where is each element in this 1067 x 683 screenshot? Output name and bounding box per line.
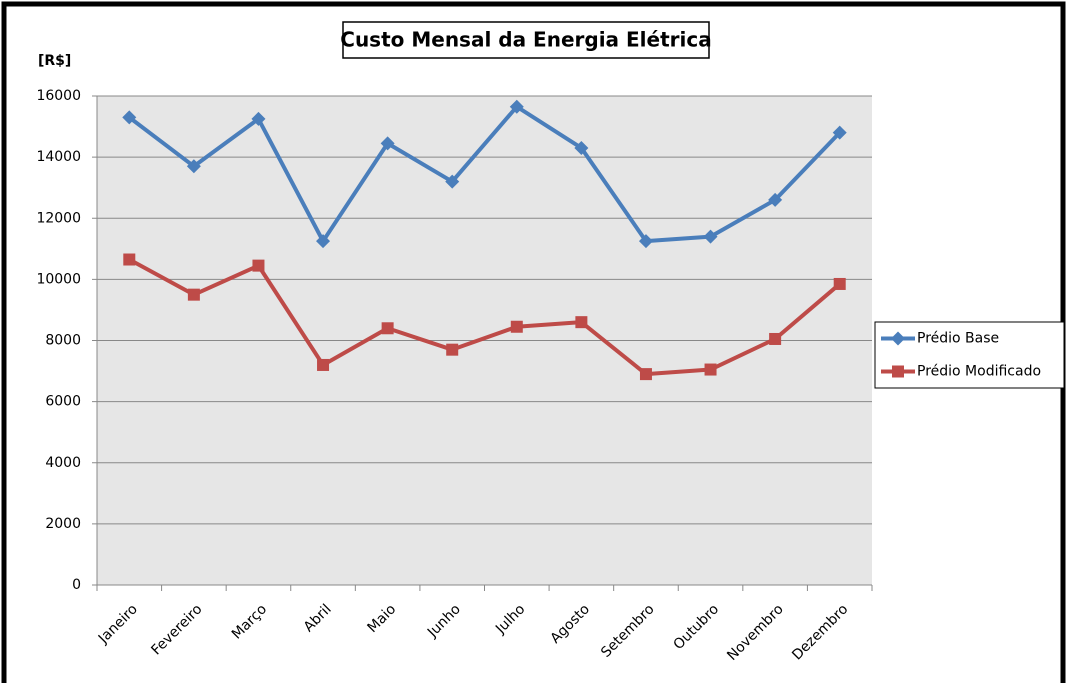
y-tick-label: 6000 <box>45 394 81 410</box>
series-line <box>128 104 842 244</box>
data-point <box>446 343 459 356</box>
data-point <box>381 322 394 335</box>
data-point <box>186 159 201 174</box>
data-point <box>187 288 200 301</box>
y-tick-label: 16000 <box>36 88 81 104</box>
data-point <box>251 111 266 126</box>
data-point <box>509 99 524 114</box>
y-tick-label: 8000 <box>45 333 81 349</box>
legend-marker <box>891 331 905 346</box>
data-point <box>575 316 588 329</box>
chart-title: Custo Mensal da Energia Elétrica <box>340 28 711 52</box>
data-point <box>252 259 265 272</box>
data-point <box>769 332 782 345</box>
data-point <box>639 368 652 381</box>
y-tick-label: 4000 <box>45 455 81 471</box>
data-point <box>638 234 653 249</box>
data-point <box>445 174 460 189</box>
data-point <box>833 277 846 290</box>
title-box <box>342 21 710 59</box>
legend-label: Prédio Base <box>917 331 999 347</box>
legend-label: Prédio Modificado <box>917 364 1041 380</box>
data-point <box>832 125 847 140</box>
y-tick-label: 10000 <box>36 271 81 287</box>
y-tick-label: 2000 <box>45 516 81 532</box>
data-point <box>703 229 718 244</box>
y-tick-label: 12000 <box>36 210 81 226</box>
data-point <box>122 110 137 125</box>
y-tick-label: 14000 <box>36 149 81 165</box>
data-point <box>574 140 589 155</box>
data-point <box>768 192 783 207</box>
data-point <box>317 358 330 371</box>
data-point <box>380 136 395 151</box>
data-point <box>510 320 523 333</box>
data-point <box>704 363 717 376</box>
y-axis-label: [R$] <box>38 53 71 69</box>
series-line <box>128 257 842 377</box>
data-point <box>123 253 136 266</box>
legend-marker <box>892 365 904 378</box>
legend-box <box>874 321 1065 389</box>
y-tick-label: 0 <box>72 577 81 593</box>
data-point <box>316 234 331 249</box>
